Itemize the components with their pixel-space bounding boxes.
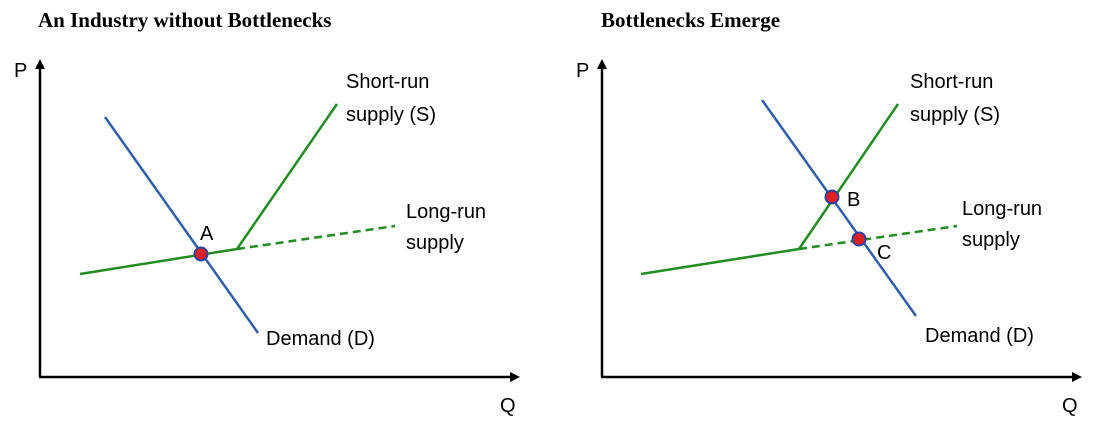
demand-line-right <box>760 99 918 317</box>
long-run-supply-label-right-line2: supply <box>962 229 1020 251</box>
panel-title-right: Bottlenecks Emerge <box>601 8 781 32</box>
equilibrium-point-a <box>193 246 209 262</box>
equilibrium-point-c <box>851 231 867 247</box>
point-label-a: A <box>200 223 214 245</box>
long-run-supply-label-right-line1: Long-run <box>962 198 1042 220</box>
x-axis-label-left: Q <box>500 395 516 417</box>
equilibrium-point-b <box>824 189 840 205</box>
panel-title-left: An Industry without Bottlenecks <box>38 8 332 32</box>
short-run-supply-label-right-line1: Short-run <box>910 71 993 93</box>
panel-right: P Q B C Short-run supply (S) Long-run su… <box>576 59 1082 417</box>
demand-line-left <box>103 116 260 334</box>
long-run-supply-label-left-line2: supply <box>406 232 464 254</box>
long-run-supply-dashed-right <box>798 224 958 251</box>
x-axis-label-right: Q <box>1062 395 1078 417</box>
long-run-supply-label-left-line1: Long-run <box>406 201 486 223</box>
long-run-supply-dashed-left <box>236 224 396 251</box>
short-run-supply-left <box>235 103 339 250</box>
point-label-b: B <box>847 189 860 211</box>
demand-label-right: Demand (D) <box>925 325 1034 347</box>
long-run-supply-solid-left <box>79 247 238 276</box>
short-run-supply-label-left-line1: Short-run <box>346 71 429 93</box>
y-axis-label-right: P <box>576 60 589 82</box>
point-label-c: C <box>877 242 891 264</box>
panel-left: P Q A Short-run supply (S) Long-run supp… <box>14 59 520 417</box>
demand-label-left: Demand (D) <box>266 328 375 350</box>
short-run-supply-label-right-line2: supply (S) <box>910 104 1000 126</box>
y-axis-label-left: P <box>14 60 27 82</box>
short-run-supply-label-left-line2: supply (S) <box>346 104 436 126</box>
long-run-supply-solid-right <box>640 247 800 276</box>
short-run-supply-right <box>797 103 900 250</box>
